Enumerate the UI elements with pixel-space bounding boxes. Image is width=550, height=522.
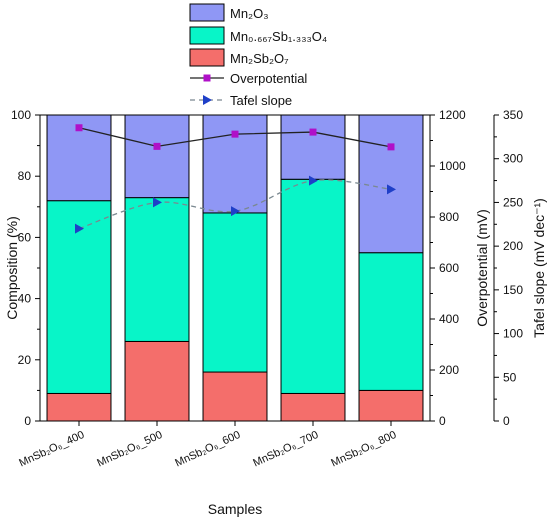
bar-segment [202,212,268,373]
bar-segment [46,392,112,422]
legend-marker [203,74,211,82]
tick-label: 20 [18,353,32,367]
tick-label: 50 [503,370,517,384]
tafel-point [153,197,162,208]
overpotential-point [153,142,161,150]
tick-label: 60 [18,230,32,244]
bar-segment [124,340,190,422]
legend-label: Mn₂O₃ [230,6,269,21]
tick-label: 0 [503,414,510,428]
line-series [75,124,396,234]
category-label: MnSb₂O₆_700 [251,429,320,470]
tick-label: 80 [18,169,32,183]
x-axis: MnSb₂O₆_400 MnSb₂O₆_500 MnSb₂O₆_600 MnSb₂O₆… [17,421,398,470]
tick-label: 150 [503,283,523,297]
bar-segment [280,114,346,180]
legend: Mn₂O₃ Mn₀.₆₆₇Sb₁.₃₃₃O₄ Mn₂Sb₂O₇ Overpotenti… [189,3,327,108]
overpotential-point [309,128,317,136]
tafel-axis: 0 50 100 150 200 250 300 350 [493,108,523,428]
series-line [78,179,392,230]
left-axis: 0 20 40 60 80 100 [11,108,41,428]
legend-swatch [189,48,225,67]
tick-label: 200 [439,363,459,377]
legend-label: Overpotential [230,71,307,86]
tick-label: 0 [24,414,31,428]
legend-swatch [189,3,225,22]
bar-segment [358,389,424,422]
tick-label: 250 [503,195,523,209]
legend-swatch [189,26,225,45]
tafel-axis-title: Tafel slope (mV dec⁻¹) [531,198,547,338]
overpotential-point [75,124,83,132]
bar-segment [280,392,346,422]
tick-label: 400 [439,312,459,326]
overpotential-axis-title: Overpotential (mV) [474,209,490,326]
overpotential-point [387,143,395,151]
bar-segment [202,371,268,422]
overpotential-point [231,130,239,138]
tick-label: 0 [439,414,446,428]
stacked-bars [46,114,424,422]
tick-label: 40 [18,292,32,306]
category-label: MnSb₂O₆_800 [329,429,398,470]
tick-label: 600 [439,261,459,275]
tafel-point [309,175,318,186]
category-label: MnSb₂O₆_600 [173,429,242,470]
category-label: MnSb₂O₆_400 [17,429,86,470]
tick-label: 100 [503,327,523,341]
tick-label: 1200 [439,108,466,122]
tick-label: 800 [439,210,459,224]
legend-label: Mn₂Sb₂O₇ [230,51,289,66]
overpotential-axis: 0 200 400 600 800 1000 1200 [429,108,466,428]
legend-label: Mn₀.₆₆₇Sb₁.₃₃₃O₄ [230,29,327,44]
tafel-point [231,206,240,217]
legend-label: Tafel slope [230,93,292,108]
bar-segment [124,114,190,199]
tafel-point [387,184,396,195]
tick-label: 100 [11,108,31,122]
category-label: MnSb₂O₆_500 [95,429,164,470]
legend-marker [203,95,212,105]
tafel-point [75,223,84,234]
tick-label: 1000 [439,159,466,173]
x-axis-title: Samples [208,501,262,517]
bar-segment [280,178,346,394]
bar-segment [202,114,268,214]
tick-label: 300 [503,152,523,166]
left-axis-title: Composition (%) [4,216,20,319]
tick-label: 200 [503,239,523,253]
bar-segment [124,197,190,342]
bar-segment [358,252,424,391]
bar-segment [358,114,424,254]
tick-label: 350 [503,108,523,122]
